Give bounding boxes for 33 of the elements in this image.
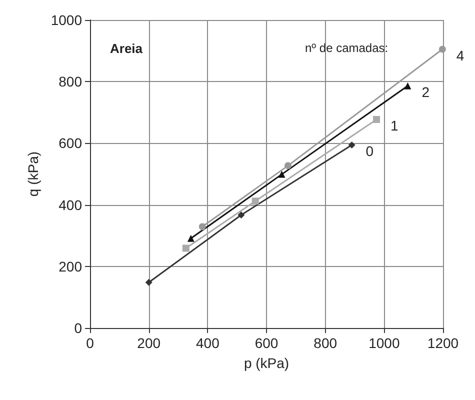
x-tick-label: 1200 [427,335,459,351]
y-tick-label: 600 [58,135,82,152]
y-tick-label: 200 [58,258,82,274]
x-tick-label: 200 [137,335,161,351]
x-tick-label: 1000 [368,335,400,351]
point [438,46,446,53]
point [278,170,286,178]
series-label: 4 [456,47,464,64]
point [238,211,245,218]
annotation: Areia [110,41,144,56]
annotation: nº de camadas: [305,41,388,55]
y-tick-label: 0 [74,320,82,336]
y-tick-label: 1000 [50,12,82,28]
point [348,142,356,149]
series-label: 2 [422,84,430,100]
y-axis-title: q (kPa) [24,151,41,197]
point [187,234,194,242]
point [373,116,380,123]
x-tick-label: 0 [86,335,94,351]
x-axis-title: p (kPa) [244,355,290,371]
point [284,162,292,170]
point [145,278,152,286]
x-tick-label: 800 [314,335,338,351]
point [198,223,206,230]
point [182,244,190,252]
x-tick-label: 600 [254,335,278,351]
point [252,198,259,205]
y-tick-label: 800 [58,74,82,90]
y-tick-label: 400 [58,196,82,213]
x-tick-label: 400 [196,335,220,351]
series-label: 0 [366,143,374,160]
series-label: 1 [390,117,399,134]
point [404,82,412,90]
